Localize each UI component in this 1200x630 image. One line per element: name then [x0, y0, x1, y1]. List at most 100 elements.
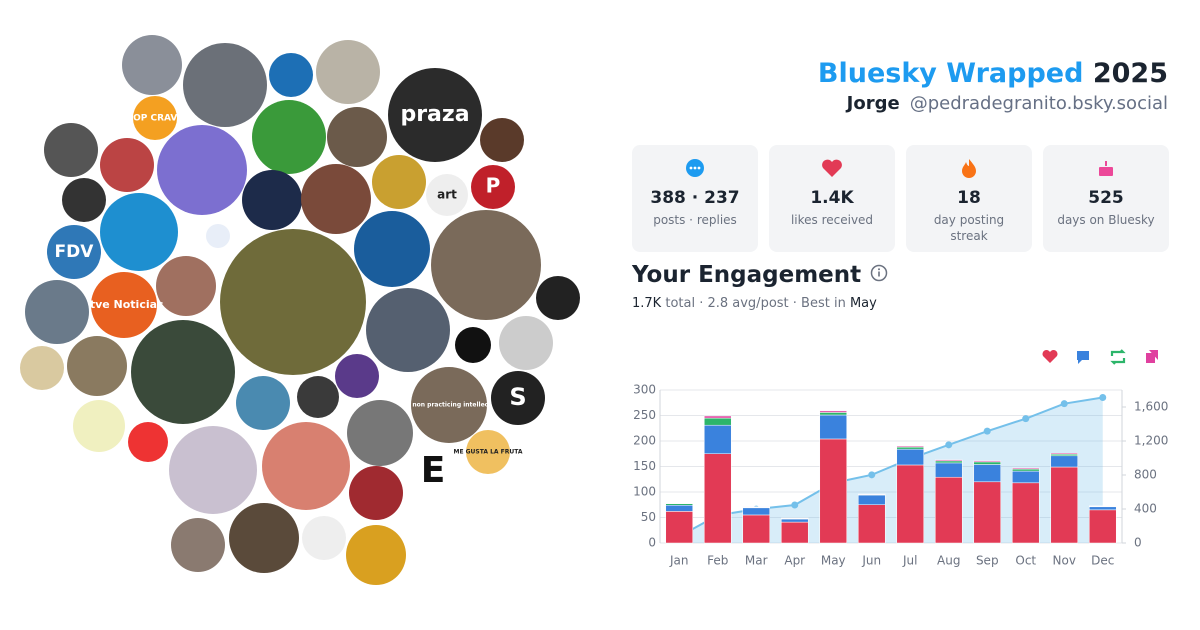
- avatar[interactable]: [480, 118, 524, 162]
- x-tick-label: Jun: [861, 554, 881, 568]
- avatar[interactable]: [122, 35, 182, 95]
- avatar[interactable]: [347, 400, 413, 466]
- avatar[interactable]: [316, 40, 380, 104]
- avatar[interactable]: [499, 316, 553, 370]
- avatar[interactable]: [229, 503, 299, 573]
- y2-tick-label: 1,200: [1134, 434, 1168, 448]
- avatar[interactable]: [269, 53, 313, 97]
- avatar[interactable]: [388, 68, 482, 162]
- user: Jorge @pedradegranito.bsky.social: [818, 93, 1168, 114]
- y-tick-label: 150: [633, 459, 656, 473]
- avatar-label: art: [437, 188, 457, 202]
- avatar[interactable]: [466, 430, 510, 474]
- x-tick-label: Dec: [1091, 554, 1114, 568]
- legend-reply[interactable]: [1077, 351, 1089, 364]
- bar: [1012, 482, 1040, 544]
- bar: [819, 438, 847, 544]
- avatar[interactable]: [372, 155, 426, 209]
- bar: [896, 464, 924, 544]
- legend-repost[interactable]: [1110, 349, 1126, 365]
- stat-card: 18 day posting streak: [906, 145, 1032, 252]
- avatar[interactable]: [409, 448, 457, 496]
- avatar[interactable]: [67, 336, 127, 396]
- bar: [819, 414, 847, 440]
- avatar[interactable]: [302, 516, 346, 560]
- avatar[interactable]: [426, 174, 468, 216]
- avatar[interactable]: [327, 107, 387, 167]
- avatar[interactable]: [25, 280, 89, 344]
- avatar[interactable]: [252, 100, 326, 174]
- bar: [858, 504, 886, 544]
- bar: [1050, 452, 1078, 455]
- avatar[interactable]: [346, 525, 406, 585]
- avatar[interactable]: [236, 376, 290, 430]
- bar: [704, 424, 732, 455]
- stat-value: 1.4K: [810, 188, 854, 208]
- legend-quote[interactable]: [1146, 350, 1158, 363]
- bar: [935, 459, 963, 462]
- avatar-label: FDV: [55, 242, 95, 262]
- avatar[interactable]: [128, 422, 168, 462]
- avatar[interactable]: [62, 178, 106, 222]
- avatar[interactable]: [349, 466, 403, 520]
- avatar[interactable]: [156, 256, 216, 316]
- y-tick-label: 50: [641, 510, 656, 524]
- bar: [704, 417, 732, 426]
- avatar[interactable]: [411, 367, 487, 443]
- point: [1022, 415, 1030, 423]
- y-tick-label: 300: [633, 383, 656, 397]
- icon: [962, 159, 976, 178]
- avatar[interactable]: [100, 138, 154, 192]
- avatar[interactable]: [471, 165, 515, 209]
- avatar[interactable]: [354, 211, 430, 287]
- avatar[interactable]: [206, 224, 230, 248]
- avatar[interactable]: [183, 43, 267, 127]
- avatar-label: E: [421, 450, 446, 491]
- avatar[interactable]: [536, 276, 580, 320]
- avatar[interactable]: [431, 210, 541, 320]
- avatar[interactable]: [366, 288, 450, 372]
- info-icon[interactable]: [869, 263, 889, 283]
- avatar[interactable]: [91, 272, 157, 338]
- avatar[interactable]: [20, 346, 64, 390]
- avatar-label: S: [509, 383, 526, 411]
- stat-card: 525 days on Bluesky: [1043, 145, 1169, 252]
- legend-heart[interactable]: [1042, 349, 1058, 363]
- bar: [704, 415, 732, 419]
- avatar[interactable]: [220, 229, 366, 375]
- bar: [896, 445, 924, 448]
- bar: [935, 460, 963, 464]
- avatar-label: P: [486, 174, 501, 198]
- avatar[interactable]: [242, 170, 302, 230]
- avatar[interactable]: [171, 518, 225, 572]
- avatar[interactable]: [301, 164, 371, 234]
- avatar[interactable]: [100, 193, 178, 271]
- x-tick-label: Apr: [784, 554, 805, 568]
- avatar[interactable]: [335, 354, 379, 398]
- avatar[interactable]: [297, 376, 339, 418]
- avatar[interactable]: [73, 400, 125, 452]
- title-brand: Bluesky Wrapped: [817, 58, 1084, 89]
- stat-label: likes received: [790, 213, 874, 227]
- avatar[interactable]: [44, 123, 98, 177]
- bar: [665, 511, 693, 544]
- point: [1099, 393, 1107, 401]
- avatar[interactable]: [169, 426, 257, 514]
- avatar[interactable]: [157, 125, 247, 215]
- avatar[interactable]: [133, 96, 177, 140]
- avatar[interactable]: [262, 422, 350, 510]
- legend-icon: [1042, 349, 1058, 363]
- engagement: Your Engagement 1.7K total · 2.8 avg/pos…: [632, 262, 889, 311]
- x-tick-label: Sep: [976, 554, 999, 568]
- avatar[interactable]: [455, 327, 491, 363]
- x-tick-label: Nov: [1053, 554, 1076, 568]
- bar: [973, 464, 1001, 483]
- avatar[interactable]: [131, 320, 235, 424]
- bar: [1089, 506, 1117, 511]
- x-tick-label: Oct: [1015, 554, 1036, 568]
- bar: [896, 446, 924, 450]
- avatar[interactable]: [47, 225, 101, 279]
- avatar[interactable]: [491, 371, 545, 425]
- bar: [742, 507, 770, 516]
- bar: [1012, 468, 1040, 472]
